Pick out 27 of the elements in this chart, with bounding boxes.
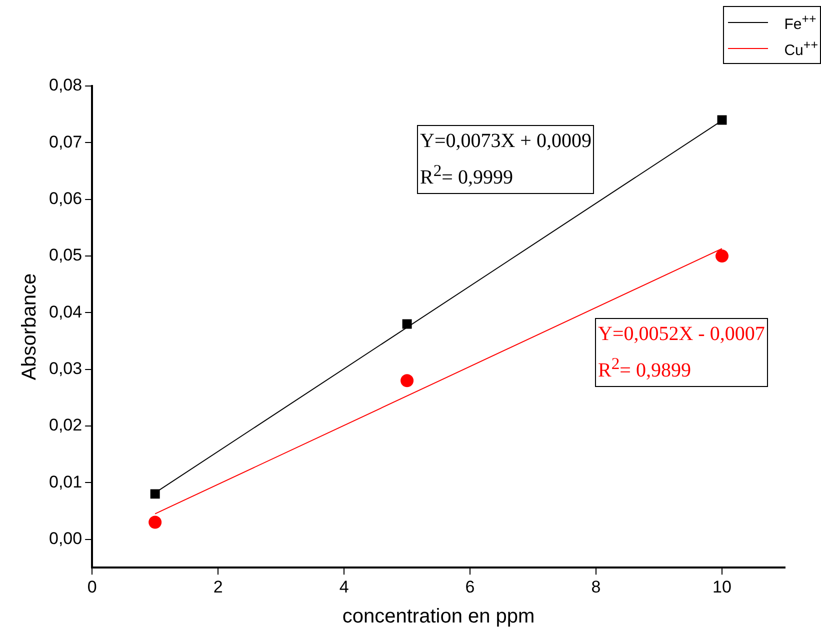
- x-tick-label: 0: [87, 577, 97, 596]
- point: [716, 249, 729, 262]
- y-tick-label: 0,07: [48, 132, 82, 152]
- legend-label: Fe$^{++}$: [784, 12, 816, 32]
- point: [402, 319, 412, 329]
- y-tick-label: 0,06: [48, 189, 82, 208]
- x-tick-label: 10: [712, 577, 732, 596]
- y-tick-label: 0,02: [48, 416, 82, 435]
- x-tick-label: 4: [339, 577, 349, 596]
- point: [717, 115, 727, 125]
- x-tick-label: 8: [591, 577, 601, 596]
- y-tick-label: 0,08: [48, 76, 82, 95]
- x-tick-label: 6: [465, 577, 475, 596]
- point: [150, 489, 160, 499]
- y-axis-title: Absorbance: [18, 273, 41, 380]
- x-tick-label: 2: [213, 577, 223, 596]
- point: [148, 516, 162, 529]
- annotation: Y=0,0052X - 0,0007 R$^{2}$= 0,9899: [595, 318, 768, 387]
- annotation: Y=0,0073X + 0,0009 R$^{2}$= 0,9999: [417, 125, 594, 194]
- x-axis-title: concentration en ppm: [342, 606, 535, 628]
- y-tick-label: 0,05: [48, 246, 82, 265]
- y-tick-label: 0,00: [48, 528, 82, 548]
- point: [400, 374, 414, 388]
- y-tick-label: 0,04: [48, 302, 82, 322]
- y-tick-label: 0,03: [48, 358, 82, 378]
- legend-label: Cu$^{++}$: [784, 38, 818, 58]
- y-tick-label: 0,01: [48, 472, 82, 492]
